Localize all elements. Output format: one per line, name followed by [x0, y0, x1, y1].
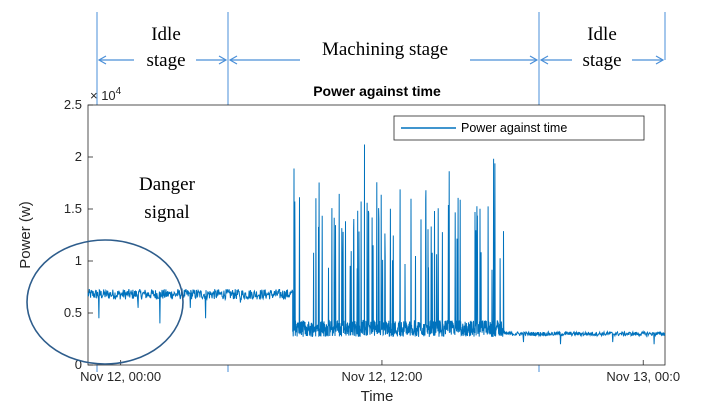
- x-tick-label: Nov 12, 12:00: [341, 369, 422, 384]
- y-axis-title: Power (w): [17, 201, 34, 269]
- y-axis-exponent-base: × 10: [90, 88, 116, 103]
- machining-stage-label: Machining stage: [322, 39, 448, 60]
- x-tick-label: Nov 13, 00:0: [606, 369, 680, 384]
- idle-stage-2-label-line1: Idle: [587, 24, 617, 45]
- chart-title: Power against time: [313, 83, 441, 99]
- y-axis-exponent-power: 4: [116, 86, 122, 97]
- legend-label: Power against time: [461, 121, 567, 135]
- y-tick-label: 1.5: [64, 201, 82, 216]
- y-tick-label: 0.5: [64, 305, 82, 320]
- idle-stage-1-label-line1: Idle: [151, 24, 181, 45]
- y-tick-label: 2.5: [64, 97, 82, 112]
- danger-signal-label-line2: signal: [144, 202, 189, 223]
- idle-stage-2-label-line2: stage: [582, 50, 621, 71]
- y-axis-exponent: × 104: [90, 86, 122, 103]
- legend: Power against time: [394, 116, 644, 140]
- danger-signal-label-line1: Danger: [139, 174, 196, 195]
- x-axis-title: Time: [361, 388, 394, 405]
- y-tick-label: 1: [75, 253, 82, 268]
- y-tick-label: 2: [75, 149, 82, 164]
- idle-stage-1-label-line2: stage: [146, 50, 185, 71]
- x-tick-label: Nov 12, 00:00: [80, 369, 161, 384]
